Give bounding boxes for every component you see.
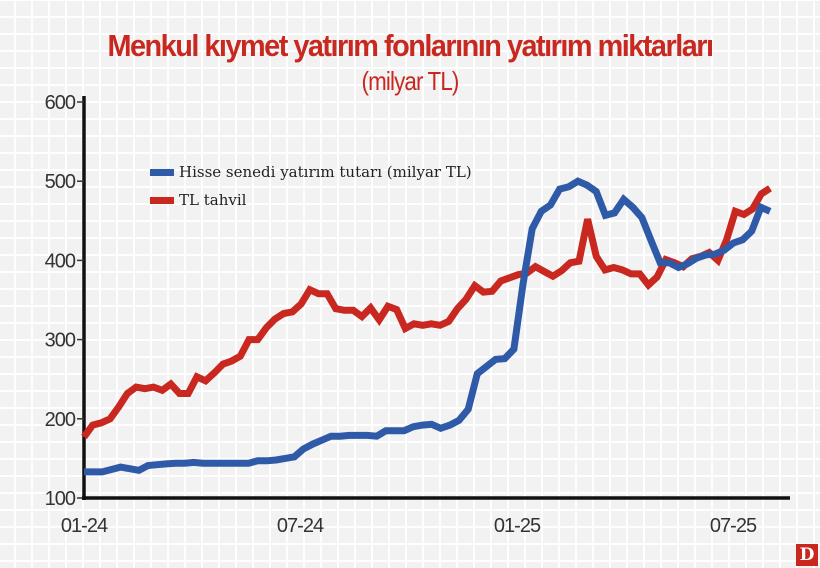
series-lines (81, 177, 772, 476)
y-tick-label: 200 (45, 409, 76, 431)
brand-logo-icon: D (796, 544, 818, 566)
legend-item-hisse: Hisse senedi yatırım tutarı (milyar TL) (150, 158, 472, 186)
chart-subtitle: (milyar TL) (361, 66, 460, 96)
y-tick-label: 300 (45, 330, 76, 352)
chart-title: Menkul kıymet yatırım fonlarının yatırım… (107, 28, 714, 63)
y-axis: 600 500 400 300 200 100 (45, 92, 86, 510)
tahvil-series-line (81, 185, 772, 440)
hisse-series-line (84, 177, 772, 476)
x-tick-label: 07-25 (710, 515, 757, 537)
x-tick-label: 07-24 (277, 515, 324, 537)
y-tick-label: 600 (45, 92, 76, 114)
blue-swatch-icon (150, 168, 174, 176)
legend: Hisse senedi yatırım tutarı (milyar TL) … (150, 158, 472, 214)
legend-label: Hisse senedi yatırım tutarı (milyar TL) (179, 163, 472, 181)
y-tick-label: 100 (45, 488, 76, 510)
red-swatch-icon (150, 196, 174, 204)
legend-item-tahvil: TL tahvil (150, 186, 472, 214)
y-tick-label: 500 (45, 171, 76, 193)
legend-label: TL tahvil (179, 191, 247, 209)
x-tick-label: 01-25 (494, 515, 541, 537)
x-tick-label: 01-24 (61, 515, 108, 537)
y-tick-label: 400 (45, 250, 76, 272)
x-axis: 01-24 07-24 01-25 07-25 (61, 496, 790, 537)
